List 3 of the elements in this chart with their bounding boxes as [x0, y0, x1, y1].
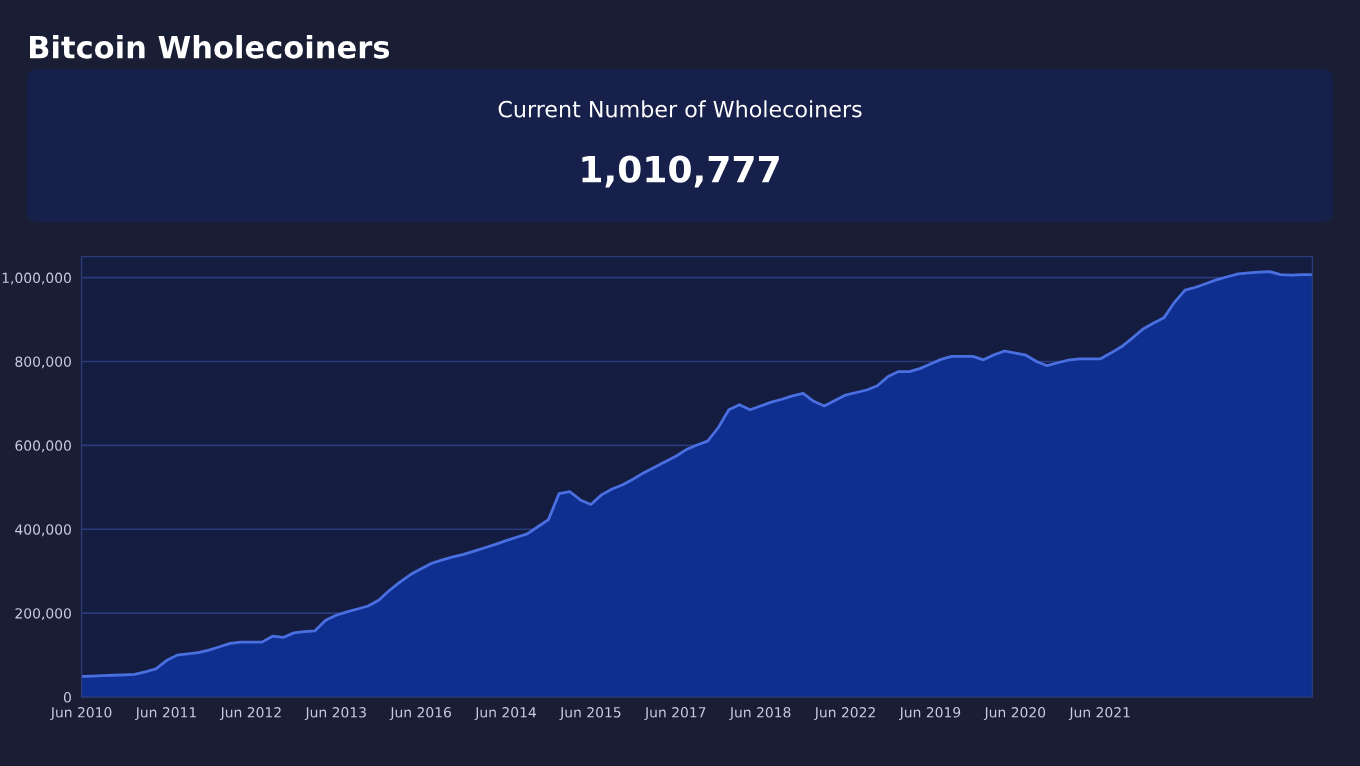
- chart-title: Bitcoin Wholecoiners: [30, 35, 390, 59]
- text: 1,010,777: [582, 155, 779, 188]
- text: Current Number of Wholecoiners: [498, 100, 862, 118]
